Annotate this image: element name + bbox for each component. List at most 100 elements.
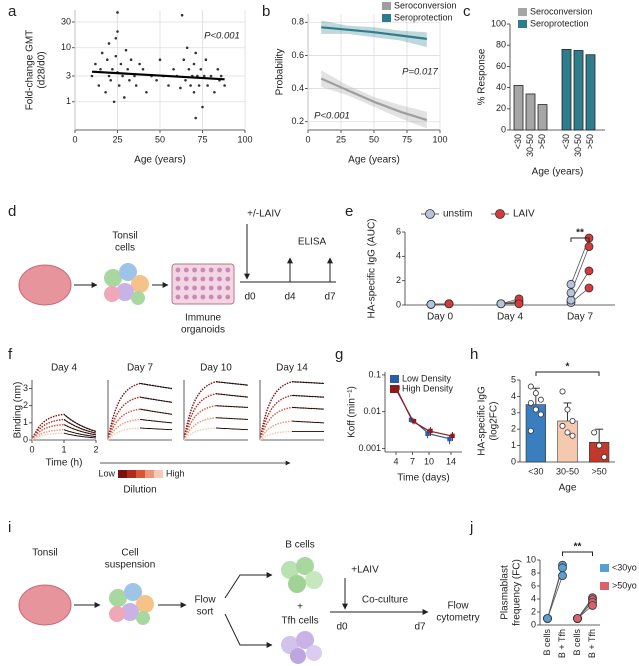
y-tick-label: 3 — [66, 70, 71, 80]
point — [537, 411, 544, 418]
y-tick-label: 0.1 — [368, 369, 381, 379]
marker — [411, 419, 417, 424]
cell-cluster — [109, 583, 154, 625]
well — [175, 276, 181, 282]
cell — [116, 283, 134, 301]
point — [559, 388, 566, 395]
point — [206, 84, 209, 87]
point — [99, 67, 102, 71]
point — [514, 299, 524, 309]
well — [225, 285, 231, 291]
confidence-band — [321, 70, 427, 129]
well — [217, 276, 222, 282]
point — [106, 58, 109, 62]
well — [208, 276, 214, 282]
y-tick-label: 4 — [396, 251, 401, 261]
point — [566, 288, 576, 298]
point — [133, 74, 136, 78]
point — [104, 90, 107, 94]
cell — [104, 286, 120, 302]
y-tick-label: 2 — [531, 606, 536, 616]
well — [208, 294, 214, 300]
label: Flow — [447, 601, 469, 612]
cell — [288, 575, 306, 593]
label: d7 — [324, 292, 336, 303]
point — [189, 84, 192, 87]
binding-fit — [139, 382, 173, 390]
cell — [290, 648, 306, 664]
x-tick-label: 75 — [402, 134, 412, 144]
legend-swatch — [127, 470, 136, 478]
legend-swatch — [390, 385, 399, 393]
x-tick-label: <30 — [513, 134, 523, 149]
point — [192, 62, 196, 66]
legend-label: High Density — [402, 383, 454, 393]
x-tick-label: 100 — [237, 134, 252, 144]
x-tick-label: >50 — [585, 134, 595, 149]
regression-line — [91, 70, 225, 81]
x-tick-label: 7 — [410, 456, 415, 466]
point — [197, 84, 201, 87]
point — [532, 406, 539, 413]
y-tick-label: 2 — [23, 400, 28, 410]
y-tick-label: 0.01 — [363, 406, 381, 416]
panel-label: f — [8, 346, 13, 363]
y-tick-label: 0 — [23, 434, 28, 444]
point — [202, 74, 206, 78]
binding-fit — [215, 393, 249, 398]
cell — [109, 589, 127, 607]
legend-swatch — [600, 582, 609, 590]
legend-label: LAIV — [513, 209, 535, 220]
binding-fit — [291, 394, 324, 398]
point — [573, 614, 582, 623]
label: Co-culture — [362, 595, 409, 606]
label: d4 — [284, 292, 296, 303]
point — [158, 58, 162, 62]
cell — [281, 561, 299, 579]
significance-bracket — [535, 371, 600, 376]
binding-fit — [291, 381, 325, 384]
y-tick-label: 4 — [511, 391, 516, 401]
panel-label: c — [463, 3, 471, 20]
point — [209, 74, 213, 78]
y-axis-label: (log2FC) — [489, 402, 500, 441]
y-tick-label: 2 — [511, 424, 516, 434]
bar — [525, 93, 536, 131]
tonsil — [18, 584, 72, 626]
point — [123, 96, 126, 99]
point — [180, 13, 184, 17]
legend-swatch — [118, 470, 127, 478]
y-axis-label: Binding (nm) — [13, 382, 24, 439]
y-tick-label: 0 — [531, 619, 536, 629]
y-tick-label: 60 — [496, 61, 506, 71]
binding-fit — [63, 432, 97, 439]
y-axis-label: HA-specific IgG — [477, 386, 488, 456]
cell — [296, 631, 314, 649]
legend-label: Seroconversion — [530, 6, 593, 16]
y-axis-label: (d28/d0) — [37, 51, 48, 88]
significance-bracket — [562, 551, 593, 556]
well — [192, 276, 198, 282]
binding-curve — [31, 413, 97, 441]
point — [184, 78, 187, 82]
y-tick-label: 100 — [491, 18, 506, 28]
legend-label: Low — [98, 468, 115, 478]
point — [569, 417, 576, 424]
well — [175, 285, 181, 291]
well — [225, 276, 231, 282]
label: Immune — [185, 313, 222, 324]
well — [175, 267, 181, 273]
point — [167, 84, 170, 87]
label: d0 — [336, 622, 348, 633]
legend-swatch — [390, 375, 399, 383]
binding-curve — [107, 382, 173, 441]
cell — [109, 606, 125, 622]
y-tick-label: 0 — [501, 124, 506, 134]
point — [564, 429, 571, 436]
point — [216, 67, 220, 71]
plate — [171, 263, 235, 305]
cell-cluster — [104, 263, 149, 305]
point — [97, 84, 101, 87]
marker — [447, 436, 452, 442]
